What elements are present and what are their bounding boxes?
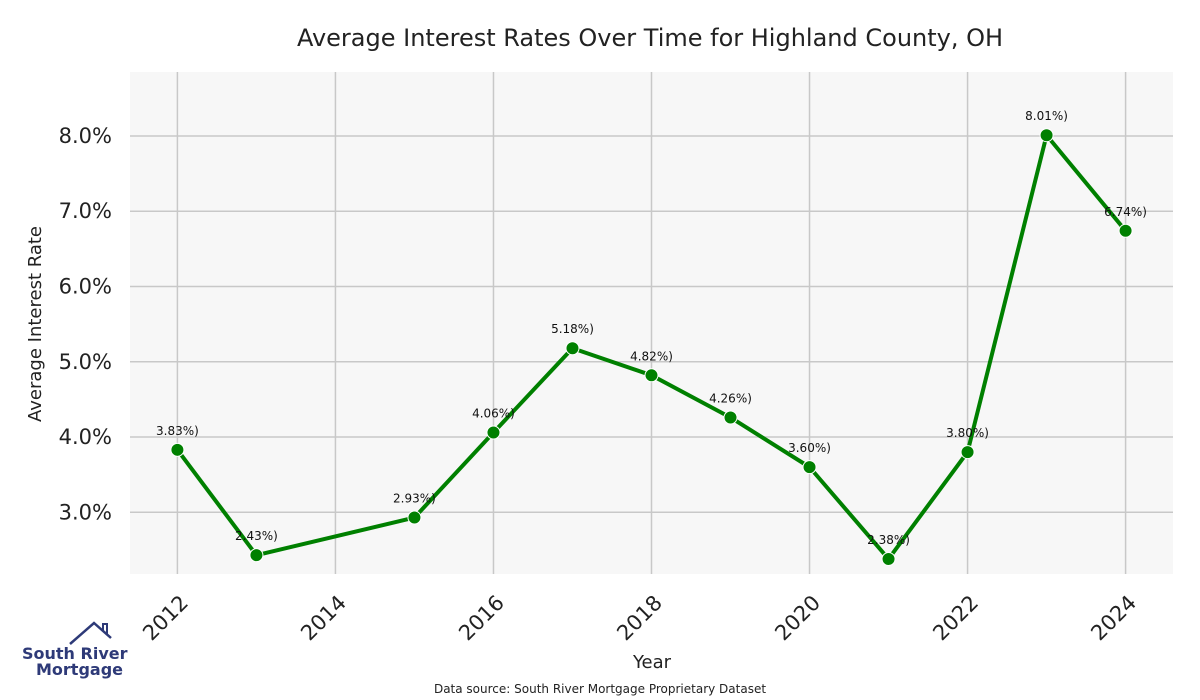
data-labels: 3.83%) 2.43%) 2.93%) 4.06%) 5.18%) 4.82%) 4.26… bbox=[156, 109, 1147, 547]
data-label: 3.83%) bbox=[156, 424, 199, 438]
data-label: 6.74%) bbox=[1104, 205, 1147, 219]
x-tick-label: 2024 bbox=[1086, 591, 1141, 646]
x-tick-label: 2020 bbox=[770, 591, 825, 646]
data-label: 3.60%) bbox=[788, 441, 831, 455]
logo: South River Mortgage bbox=[22, 621, 128, 679]
data-point bbox=[1118, 223, 1133, 238]
data-point bbox=[960, 445, 975, 460]
y-tick-label: 3.0% bbox=[59, 500, 112, 524]
x-tick-label: 2012 bbox=[138, 591, 193, 646]
y-tick-label: 4.0% bbox=[59, 425, 112, 449]
y-axis-label: Average Interest Rate bbox=[25, 226, 46, 422]
data-label: 3.80%) bbox=[946, 426, 989, 440]
chart-title: Average Interest Rates Over Time for Hig… bbox=[297, 24, 1003, 52]
x-gridlines bbox=[176, 72, 1127, 574]
logo-line1: South River bbox=[22, 644, 128, 663]
data-label: 2.38%) bbox=[867, 533, 910, 547]
data-label: 4.26%) bbox=[709, 391, 752, 405]
series-line bbox=[175, 133, 1128, 561]
data-label: 8.01%) bbox=[1025, 109, 1068, 123]
data-point bbox=[802, 460, 817, 475]
data-point bbox=[486, 425, 501, 440]
data-point bbox=[881, 551, 896, 566]
data-point bbox=[407, 510, 422, 525]
data-point bbox=[644, 368, 659, 383]
data-label: 4.06%) bbox=[472, 407, 515, 421]
data-point bbox=[723, 410, 738, 425]
x-tick-label: 2014 bbox=[296, 591, 351, 646]
y-tick-label: 7.0% bbox=[59, 199, 112, 223]
x-tick-label: 2018 bbox=[612, 591, 667, 646]
data-label: 4.82%) bbox=[630, 349, 673, 363]
data-point bbox=[565, 341, 580, 356]
data-label: 2.93%) bbox=[393, 492, 436, 506]
x-tick-label: 2022 bbox=[928, 591, 983, 646]
data-points bbox=[170, 128, 1133, 566]
data-point bbox=[249, 548, 264, 563]
y-tick-label: 6.0% bbox=[59, 274, 112, 298]
y-tick-label: 8.0% bbox=[59, 124, 112, 148]
logo-line2: Mortgage bbox=[36, 660, 123, 679]
y-gridlines bbox=[130, 135, 1173, 514]
data-label: 2.43%) bbox=[235, 529, 278, 543]
data-source-note: Data source: South River Mortgage Propri… bbox=[434, 682, 766, 696]
y-tick-label: 5.0% bbox=[59, 350, 112, 374]
x-axis-label: Year bbox=[632, 652, 672, 673]
house-roof-icon bbox=[69, 621, 112, 645]
y-tick-labels: 3.0% 4.0% 5.0% 6.0% 7.0% 8.0% bbox=[59, 124, 112, 524]
x-tick-label: 2016 bbox=[454, 591, 509, 646]
data-point bbox=[170, 442, 185, 457]
x-tick-labels: 2012 2014 2016 2018 2020 2022 2024 bbox=[138, 591, 1141, 646]
data-label: 5.18%) bbox=[551, 322, 594, 336]
data-point bbox=[1039, 128, 1054, 143]
